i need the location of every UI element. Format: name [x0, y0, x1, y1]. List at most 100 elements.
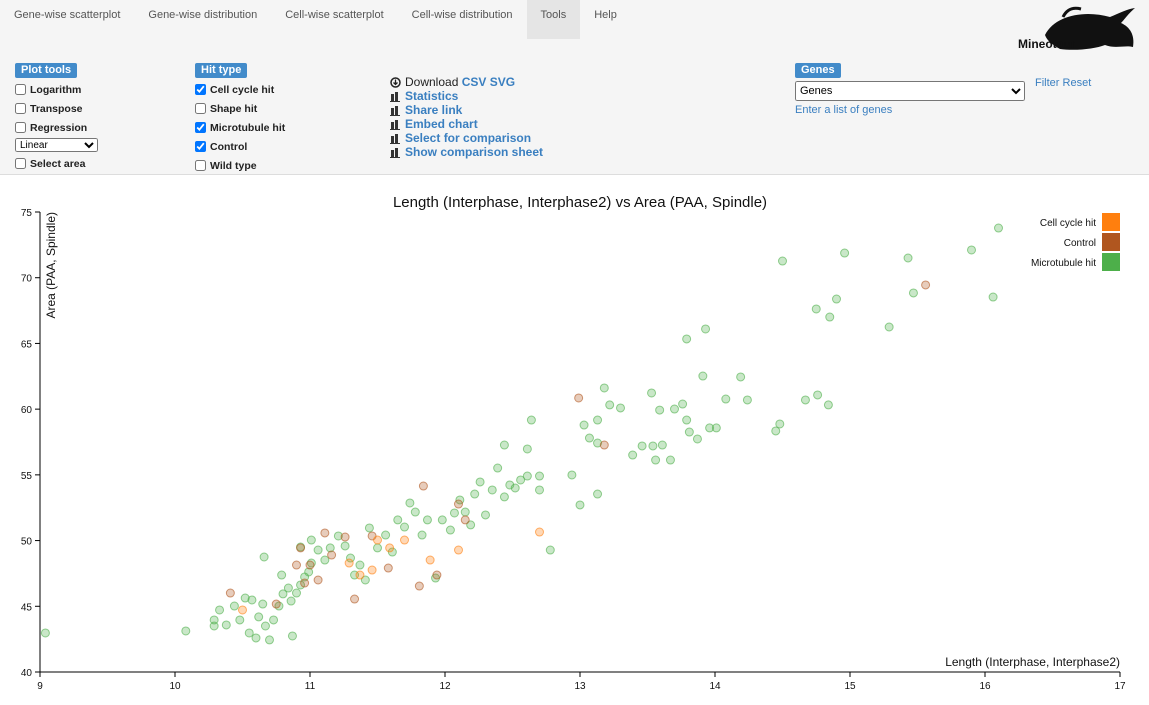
option-label: Control — [210, 140, 248, 153]
x-tick-label: 15 — [844, 681, 856, 692]
point — [287, 631, 297, 641]
point — [535, 485, 544, 495]
link-label[interactable]: Select for comparison — [405, 131, 532, 145]
point — [271, 599, 281, 609]
option-label: Microtubule hit — [210, 121, 286, 134]
y-axis-label: Area (PAA, Spindle) — [44, 212, 58, 319]
link[interactable]: Embed chart — [390, 117, 543, 131]
tab[interactable]: Cell-wise distribution — [411, 9, 513, 21]
point — [903, 253, 913, 263]
link[interactable]: Show comparison sheet — [390, 145, 543, 159]
option[interactable]: Microtubule hit — [195, 118, 285, 137]
panel-title: Genes — [795, 63, 841, 78]
option[interactable]: Control — [195, 137, 285, 156]
option-label: Transpose — [30, 102, 83, 115]
checkbox[interactable] — [15, 122, 26, 133]
option[interactable]: Logarithm — [15, 80, 98, 99]
point — [385, 543, 395, 553]
genes-select[interactable]: Genes — [795, 81, 1025, 101]
point — [678, 399, 688, 409]
tab-bar: Gene-wise scatterplot Gene-wise distribut… — [0, 0, 631, 39]
option-label: Logarithm — [30, 83, 82, 96]
point — [259, 552, 269, 562]
filter-links: Filter Reset — [1035, 77, 1091, 89]
link[interactable]: Statistics — [390, 89, 543, 103]
point — [350, 594, 360, 604]
point — [247, 595, 257, 605]
link[interactable]: Share link — [390, 103, 543, 117]
point — [296, 543, 306, 553]
point — [657, 440, 667, 450]
point — [884, 322, 894, 332]
checkbox[interactable] — [195, 141, 206, 152]
legend-label: Control — [1064, 238, 1096, 249]
point — [373, 543, 382, 553]
link-label[interactable]: Statistics — [405, 89, 459, 103]
point — [460, 507, 470, 517]
point — [333, 531, 343, 541]
point — [908, 288, 918, 298]
option[interactable]: Regression — [15, 118, 98, 137]
point — [320, 528, 330, 538]
tab[interactable]: Cell-wise scatterplot — [285, 9, 384, 21]
point — [487, 485, 497, 495]
point — [437, 515, 447, 525]
checkbox[interactable] — [15, 158, 26, 169]
point — [383, 563, 393, 573]
link-list: Download CSV SVG Statistics Share link Emb… — [390, 75, 543, 159]
point — [778, 256, 787, 266]
point — [215, 605, 225, 615]
tab[interactable]: Help — [594, 9, 617, 21]
y-tick-label: 70 — [21, 274, 33, 285]
point — [414, 581, 424, 591]
link-label[interactable]: Show comparison sheet — [405, 145, 544, 159]
point — [209, 621, 219, 631]
icon — [390, 105, 400, 116]
chart: Length (Interphase, Interphase2) vs Area… — [21, 194, 1126, 692]
point — [410, 507, 420, 517]
tab[interactable]: Gene-wise distribution — [148, 9, 258, 21]
link[interactable]: Select for comparison — [390, 131, 543, 145]
option[interactable]: Wild type — [195, 156, 285, 175]
toolbar: Gene-wise scatterplot Gene-wise distribut… — [0, 0, 1149, 175]
reset-link[interactable]: Reset — [1062, 77, 1092, 89]
option[interactable]: Transpose — [15, 99, 98, 118]
tab[interactable]: Gene-wise scatterplot — [14, 9, 121, 21]
svg-link[interactable]: SVG — [489, 75, 516, 89]
point — [593, 489, 603, 499]
filter-link[interactable]: Filter — [1035, 77, 1060, 89]
option[interactable]: Cell cycle hit — [195, 80, 285, 99]
point — [599, 440, 609, 450]
point — [244, 628, 254, 638]
genes-hint[interactable]: Enter a list of genes — [795, 104, 893, 116]
option[interactable]: Shape hit — [195, 99, 285, 118]
link-label[interactable]: Embed chart — [405, 117, 478, 131]
option[interactable]: Select area — [15, 154, 98, 173]
point — [460, 515, 470, 525]
point — [445, 525, 455, 535]
checkbox[interactable] — [15, 103, 26, 114]
point — [381, 530, 391, 540]
csv-link[interactable]: CSV — [461, 75, 487, 89]
point — [364, 523, 374, 533]
y-tick-label: 50 — [21, 537, 33, 548]
checkbox[interactable] — [195, 160, 206, 171]
point — [340, 532, 350, 542]
link-label[interactable]: Share link — [405, 103, 463, 117]
point — [522, 471, 532, 481]
point — [432, 570, 442, 580]
point — [665, 455, 675, 465]
checkbox[interactable] — [195, 122, 206, 133]
point — [698, 371, 708, 381]
tab[interactable]: Tools — [526, 0, 581, 39]
y-tick-label: 75 — [21, 208, 33, 219]
checkbox[interactable] — [15, 84, 26, 95]
point — [575, 500, 585, 510]
point — [235, 615, 245, 625]
option-label: Wild type — [210, 159, 257, 172]
checkbox[interactable] — [195, 84, 206, 95]
checkbox[interactable] — [195, 103, 206, 114]
scale-select[interactable]: Linear — [15, 138, 98, 152]
